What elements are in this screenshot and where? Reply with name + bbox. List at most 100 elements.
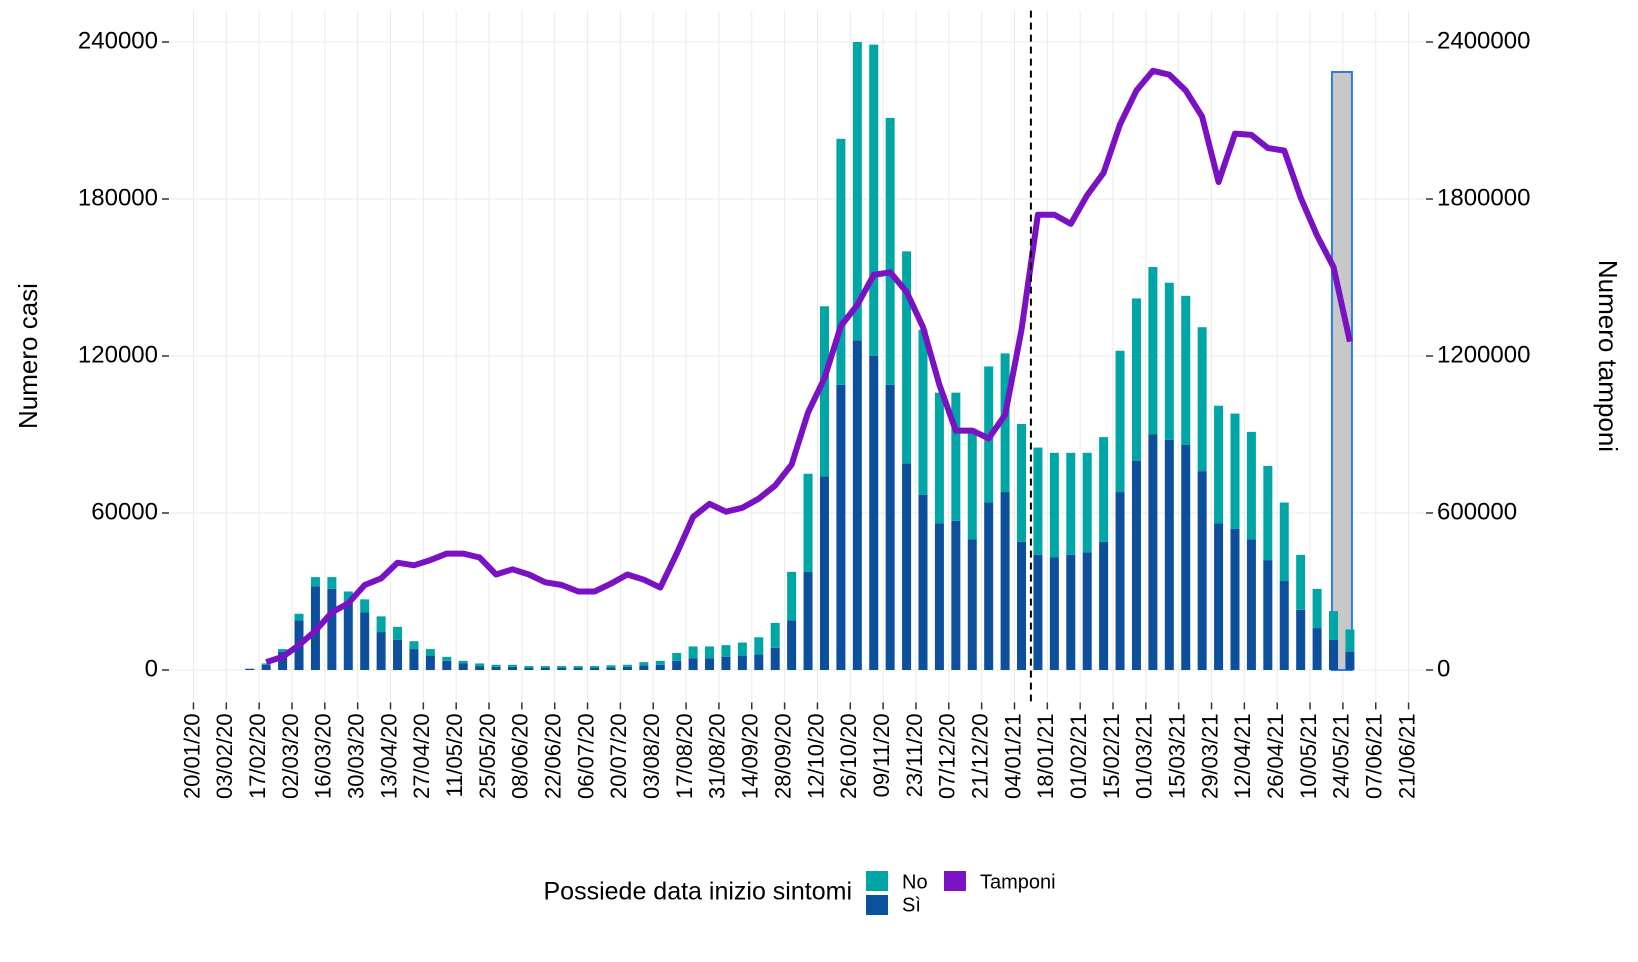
x-tick-label: 01/02/21 (1066, 713, 1091, 799)
bar (1329, 611, 1339, 640)
x-tick-label: 26/10/20 (836, 713, 861, 799)
x-tick-label: 15/02/21 (1099, 713, 1124, 799)
bar (590, 667, 600, 670)
bar (540, 667, 550, 670)
x-tick-label: 23/11/20 (902, 713, 927, 797)
bar (1066, 452, 1076, 555)
bar (1115, 492, 1125, 670)
bar (393, 626, 403, 640)
bar (491, 664, 501, 667)
bar (376, 632, 386, 670)
bar (261, 663, 271, 665)
bar (540, 666, 550, 668)
bar (475, 663, 485, 667)
bar (672, 660, 682, 670)
x-tick-label: 06/07/20 (573, 713, 598, 799)
y-tick-label: 0 (145, 655, 158, 682)
bar (836, 384, 846, 670)
bar (475, 666, 485, 670)
bar (1296, 554, 1306, 610)
bar (1082, 552, 1092, 670)
bar (1329, 639, 1339, 670)
bar (754, 637, 764, 655)
bar (507, 666, 517, 670)
bar (1181, 444, 1191, 670)
x-tick-label: 15/03/21 (1165, 713, 1190, 799)
bar (1181, 295, 1191, 445)
bar (1296, 609, 1306, 670)
bar (1214, 523, 1224, 670)
bar (1049, 557, 1059, 670)
bar (442, 656, 452, 661)
bar (393, 639, 403, 670)
bar (278, 649, 288, 652)
x-tick-label: 12/10/20 (803, 713, 828, 799)
bar (409, 641, 419, 650)
x-tick-label: 26/04/21 (1263, 713, 1288, 799)
bar (655, 664, 665, 670)
bar (819, 476, 829, 670)
bar (803, 473, 813, 572)
bar (770, 647, 780, 670)
x-tick-label: 22/06/20 (541, 713, 566, 799)
bar (885, 117, 895, 385)
legend-swatch (944, 871, 966, 891)
bar (1066, 554, 1076, 670)
x-tick-label: 07/06/21 (1362, 713, 1387, 799)
x-tick-label: 20/07/20 (606, 713, 631, 799)
bar (1131, 298, 1141, 461)
x-tick-label: 09/11/20 (869, 713, 894, 797)
bar (705, 658, 715, 670)
y2-tick-label: 2400000 (1437, 27, 1530, 54)
legend-label: Sì (902, 894, 921, 916)
line (265, 67, 1353, 665)
x-tick-label: 02/03/20 (278, 713, 303, 799)
x-tick-label: 25/05/20 (475, 713, 500, 799)
bar (1099, 541, 1109, 670)
bar (425, 649, 435, 656)
y-tick-label: 120000 (78, 341, 158, 368)
x-tick-label: 14/09/20 (738, 713, 763, 799)
legend-swatch (866, 871, 888, 891)
x-tick-label: 20/01/20 (179, 713, 204, 799)
bar (1263, 560, 1273, 670)
bar (918, 329, 928, 495)
y2-tick-label: 600000 (1437, 498, 1517, 525)
legend-label: No (902, 871, 928, 893)
bar (721, 645, 731, 657)
bar (442, 660, 452, 670)
bar (491, 666, 501, 670)
bar (770, 622, 780, 648)
bar (787, 620, 797, 670)
bar (1345, 629, 1355, 652)
bar (1312, 628, 1322, 670)
y-tick-label: 180000 (78, 184, 158, 211)
bar (655, 660, 665, 665)
y2-tick-label: 1800000 (1437, 184, 1530, 211)
bar (294, 613, 304, 621)
bar (1115, 350, 1125, 493)
x-tick-label: 21/06/21 (1394, 713, 1419, 799)
bar (1246, 539, 1256, 670)
bar (327, 577, 337, 589)
legend-swatch (866, 895, 888, 915)
bar (1230, 528, 1240, 670)
bar (639, 665, 649, 670)
x-tick-label: 18/01/21 (1033, 713, 1058, 799)
x-tick-label: 21/12/20 (967, 713, 992, 799)
x-tick-label: 12/04/21 (1230, 713, 1255, 799)
bar (327, 588, 337, 670)
bar (606, 667, 616, 670)
y2-axis-title: Numero tamponi (1593, 260, 1623, 452)
bar (557, 666, 567, 668)
bar (852, 42, 862, 341)
bar (458, 660, 468, 664)
bar (1263, 465, 1273, 561)
bar (1230, 413, 1240, 529)
bar (918, 494, 928, 670)
bar (1312, 588, 1322, 629)
bar (902, 251, 912, 464)
bar (573, 666, 583, 668)
x-tick-label: 10/05/21 (1296, 713, 1321, 799)
legend-title: Possiede data inizio sintomi (544, 878, 853, 906)
